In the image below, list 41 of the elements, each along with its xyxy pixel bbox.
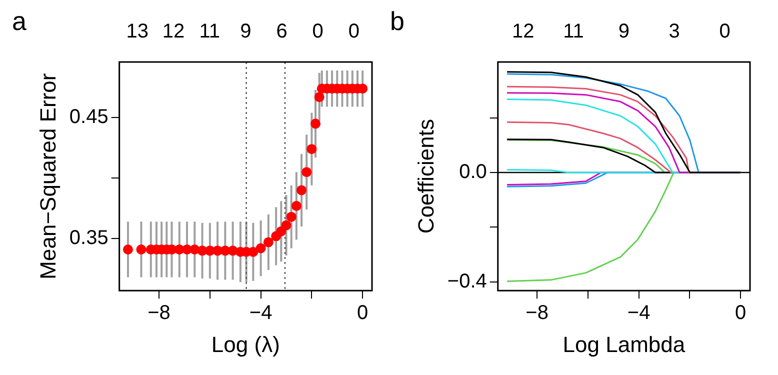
x-tick-label: 0 [735, 302, 746, 324]
y-tick-label: 0.0 [459, 160, 487, 183]
y-tick-label: 0.45 [69, 106, 108, 128]
text: 3 [668, 20, 680, 43]
text: 6 [276, 20, 288, 43]
point [263, 237, 274, 248]
point [248, 246, 258, 257]
text: 9 [618, 20, 630, 43]
text: 0 [348, 20, 360, 43]
text: 0 [312, 20, 324, 43]
point [122, 244, 133, 254]
text: b [390, 6, 404, 36]
x-tick-label: −4 [249, 302, 272, 324]
y-tick-label: −0.4 [447, 270, 487, 292]
point [281, 220, 292, 230]
point [291, 200, 302, 211]
point [302, 167, 312, 178]
x-tick-label: −8 [148, 302, 170, 324]
text: 9 [240, 20, 252, 43]
y-axis-title: Mean−Squared Error [35, 73, 60, 280]
point [306, 144, 317, 154]
text: 12 [162, 20, 185, 43]
text: 11 [199, 20, 220, 43]
text: 12 [512, 20, 534, 43]
text: 13 [126, 20, 148, 43]
point [296, 185, 307, 196]
point [314, 92, 324, 102]
point [310, 118, 321, 129]
point [136, 244, 146, 254]
text: 0 [719, 20, 730, 43]
x-tick-label: −8 [526, 302, 548, 324]
y-axis-title: Coefficients [413, 119, 438, 234]
point [256, 243, 266, 254]
x-axis-title: Log Lambda [562, 332, 686, 357]
text: a [12, 6, 27, 36]
text: 11 [563, 20, 584, 43]
x-tick-label: 0 [357, 302, 368, 324]
x-tick-label: −4 [627, 302, 650, 324]
x-axis-title: Log (λ) [211, 332, 280, 357]
y-tick-label: 0.35 [69, 227, 108, 250]
point [286, 212, 296, 222]
